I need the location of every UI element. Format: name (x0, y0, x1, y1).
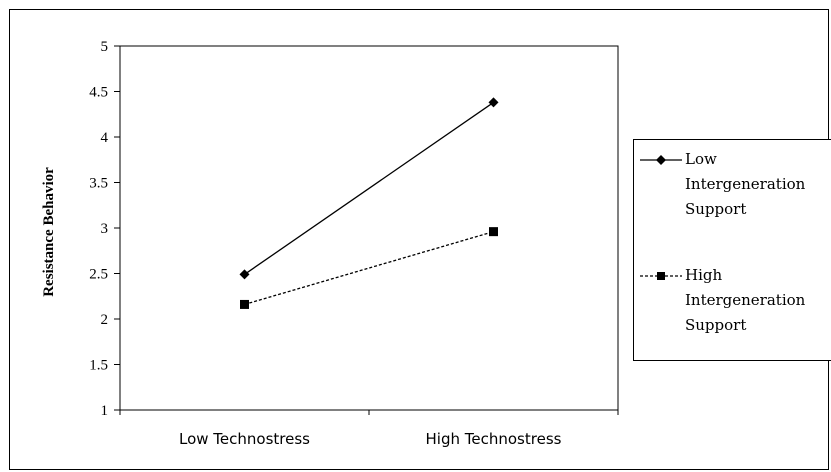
x-tick-label: High Technostress (426, 430, 562, 448)
legend-key-diamond (640, 155, 682, 165)
legend: Low Intergeneration Support High Interge… (633, 139, 831, 361)
legend-label-low-support: Low Intergeneration Support (685, 150, 806, 218)
y-tick-label: 2.5 (89, 267, 108, 283)
y-tick-label: 4.5 (89, 85, 108, 101)
series-low-support (239, 97, 499, 280)
y-tick-label: 3 (101, 221, 109, 237)
y-tick-label: 3.5 (89, 176, 108, 192)
series-high-support (240, 227, 498, 309)
y-tick-label: 1 (101, 403, 109, 419)
data-point-square (240, 299, 249, 309)
data-point-square (489, 227, 498, 237)
plot-area (119, 45, 619, 411)
series-layer (239, 97, 499, 309)
series-line (244, 101, 494, 275)
series-line (244, 231, 494, 306)
y-tick-label: 2 (101, 312, 109, 328)
axes: 1 1.5 2 2.5 3 3.5 4 4.5 5 Low Technostress High Te… (89, 39, 619, 448)
y-tick-label: 5 (101, 39, 109, 55)
x-tick-label: Low Technostress (179, 430, 310, 448)
legend-label-high-support: High Intergeneration Support (685, 266, 806, 334)
y-tick-label: 4 (101, 130, 109, 146)
y-tick-label: 1.5 (89, 358, 108, 374)
legend-key-square (640, 272, 682, 280)
data-point-diamond (239, 269, 250, 280)
data-point-diamond (488, 97, 499, 108)
y-axis-title: Resistance Behavior (41, 167, 57, 297)
